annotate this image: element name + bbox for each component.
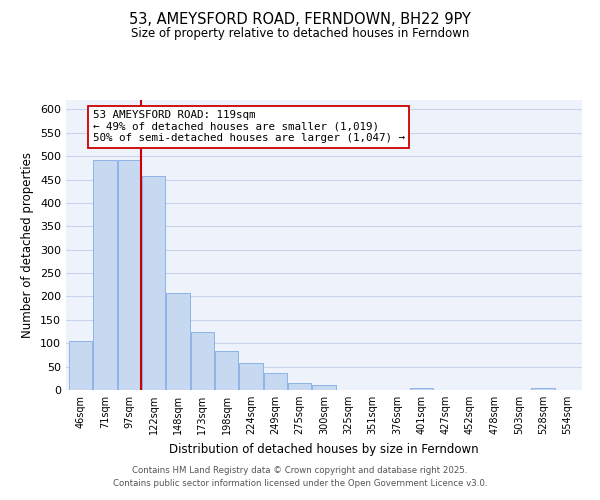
Bar [239, 363, 263, 390]
Bar [191, 332, 214, 390]
Bar [288, 383, 311, 390]
Bar [264, 372, 287, 390]
Y-axis label: Number of detached properties: Number of detached properties [22, 152, 34, 338]
Bar [118, 160, 141, 390]
Text: 53, AMEYSFORD ROAD, FERNDOWN, BH22 9PY: 53, AMEYSFORD ROAD, FERNDOWN, BH22 9PY [129, 12, 471, 28]
X-axis label: Distribution of detached houses by size in Ferndown: Distribution of detached houses by size … [169, 442, 479, 456]
Text: 53 AMEYSFORD ROAD: 119sqm
← 49% of detached houses are smaller (1,019)
50% of se: 53 AMEYSFORD ROAD: 119sqm ← 49% of detac… [93, 110, 405, 144]
Bar [142, 176, 165, 390]
Text: Contains HM Land Registry data © Crown copyright and database right 2025.
Contai: Contains HM Land Registry data © Crown c… [113, 466, 487, 487]
Bar [166, 292, 190, 390]
Bar [69, 341, 92, 390]
Text: Size of property relative to detached houses in Ferndown: Size of property relative to detached ho… [131, 28, 469, 40]
Bar [532, 388, 554, 390]
Bar [215, 351, 238, 390]
Bar [410, 388, 433, 390]
Bar [313, 386, 335, 390]
Bar [94, 160, 116, 390]
